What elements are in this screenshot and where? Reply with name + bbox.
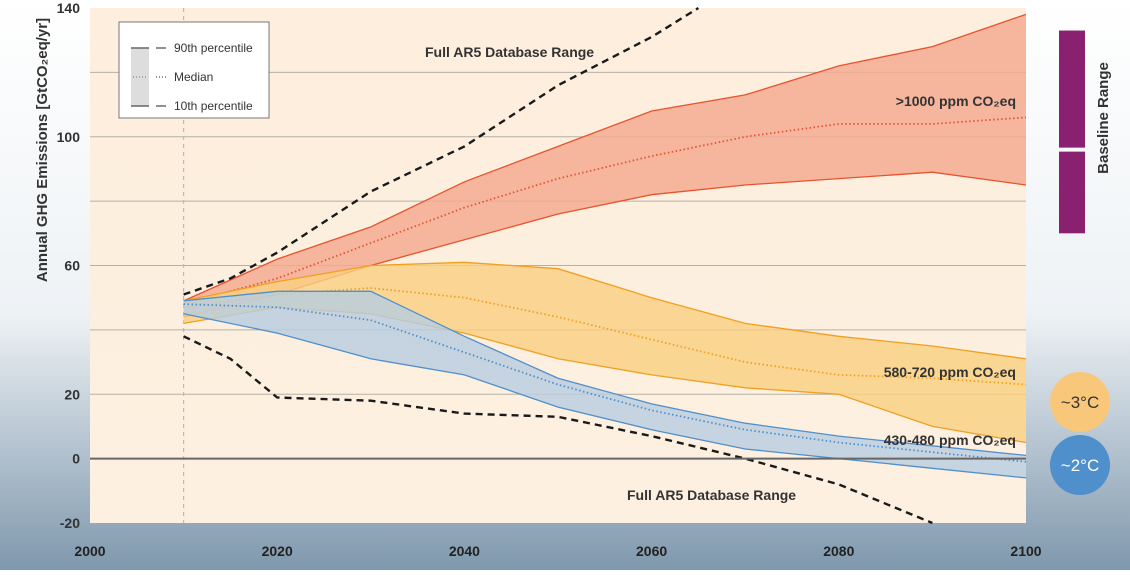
database-range [183, 6, 933, 525]
x-axis: 2000 2020 2040 2060 2080 2100 [74, 543, 1041, 559]
band-430-480ppm-median-line [183, 303, 1027, 463]
series-label-430-480ppm: 430-480 ppm CO₂eq [884, 432, 1016, 448]
y-tick-label: 60 [64, 258, 80, 274]
x-tick-label: 2080 [823, 543, 854, 559]
badge-3c-circle [1050, 372, 1110, 432]
y-tick-label: 0 [72, 451, 80, 467]
x-tick-label: 2040 [449, 543, 480, 559]
database-range-upper-line [183, 6, 700, 296]
band-580-720ppm-90th-line [183, 261, 1027, 360]
baseline-range-lower-bar [1059, 151, 1085, 234]
temperature-badge-3c: ~3°C [1050, 372, 1110, 432]
band-1000ppm-90th-line [183, 13, 1027, 302]
baseline-range: Baseline Range [1059, 30, 1112, 234]
band-430-480ppm-90th-line [183, 290, 1027, 457]
band-430-480ppm-fill [183, 291, 1027, 478]
badge-2c-circle [1050, 435, 1110, 495]
temperature-badge-2c: ~2°C [1050, 435, 1110, 495]
x-tick-label: 2020 [262, 543, 293, 559]
legend-item-10th: 10th percentile [174, 99, 253, 113]
database-range-lower-label: Full AR5 Database Range [627, 487, 796, 503]
badge-2c-label: ~2°C [1061, 456, 1099, 475]
band-1000ppm-fill [183, 14, 1027, 318]
x-tick-label: 2000 [74, 543, 105, 559]
x-tick-label: 2100 [1010, 543, 1041, 559]
x-tick-label: 2060 [636, 543, 667, 559]
legend: 90th percentile Median 10th percentile [118, 21, 270, 119]
band-430-480ppm [183, 290, 1027, 479]
badge-3c-label: ~3°C [1061, 393, 1099, 412]
band-1000ppm-median-line [183, 116, 1027, 305]
legend-item-median: Median [174, 70, 213, 84]
y-axis-label: Annual GHG Emissions [GtCO₂eq/yr] [34, 18, 51, 282]
baseline-range-label: Baseline Range [1095, 62, 1112, 174]
series-label-580-720ppm: 580-720 ppm CO₂eq [884, 364, 1016, 380]
band-430-480ppm-10th-line [183, 313, 1027, 479]
y-tick-label: 20 [64, 386, 80, 402]
database-range-upper-label: Full AR5 Database Range [425, 44, 594, 60]
scenario-bands [183, 13, 1027, 479]
y-tick-label: 140 [57, 0, 81, 16]
baseline-range-upper-bar [1059, 30, 1085, 148]
y-axis: -20 0 20 60 100 140 [57, 0, 81, 531]
series-label-1000ppm: >1000 ppm CO₂eq [896, 93, 1016, 109]
legend-item-90th: 90th percentile [174, 41, 253, 55]
y-tick-label: -20 [60, 515, 80, 531]
y-tick-label: 100 [57, 129, 81, 145]
